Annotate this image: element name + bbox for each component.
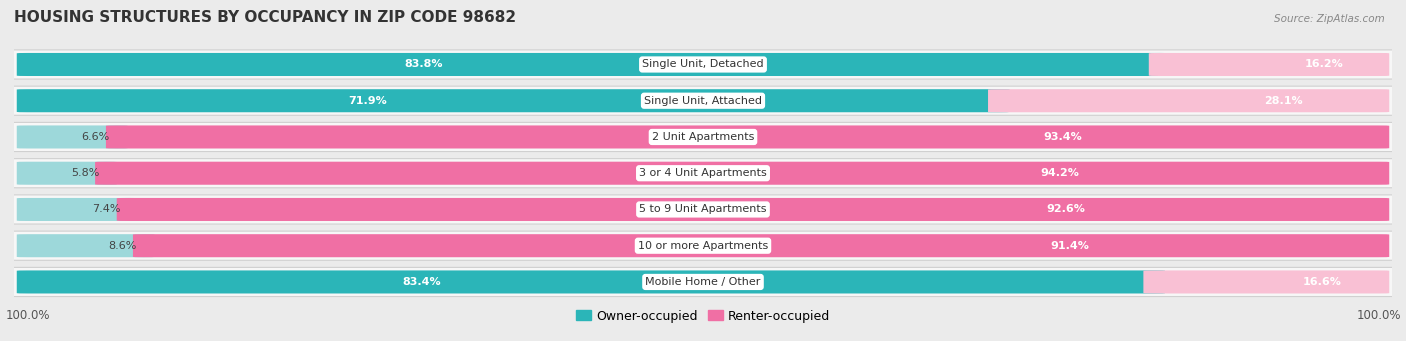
- Text: 83.8%: 83.8%: [405, 59, 443, 70]
- Text: Mobile Home / Other: Mobile Home / Other: [645, 277, 761, 287]
- FancyBboxPatch shape: [17, 270, 1166, 294]
- Text: Single Unit, Detached: Single Unit, Detached: [643, 59, 763, 70]
- Text: 2 Unit Apartments: 2 Unit Apartments: [652, 132, 754, 142]
- FancyBboxPatch shape: [105, 125, 1389, 148]
- FancyBboxPatch shape: [0, 195, 1406, 224]
- Text: 93.4%: 93.4%: [1043, 132, 1083, 142]
- Text: 16.2%: 16.2%: [1305, 59, 1343, 70]
- FancyBboxPatch shape: [17, 198, 138, 221]
- FancyBboxPatch shape: [134, 234, 1389, 257]
- Text: 94.2%: 94.2%: [1040, 168, 1080, 178]
- Text: 92.6%: 92.6%: [1046, 205, 1085, 214]
- Text: 5.8%: 5.8%: [70, 168, 100, 178]
- Text: HOUSING STRUCTURES BY OCCUPANCY IN ZIP CODE 98682: HOUSING STRUCTURES BY OCCUPANCY IN ZIP C…: [14, 10, 516, 25]
- Legend: Owner-occupied, Renter-occupied: Owner-occupied, Renter-occupied: [571, 305, 835, 327]
- Text: 6.6%: 6.6%: [82, 132, 110, 142]
- Text: 83.4%: 83.4%: [402, 277, 441, 287]
- FancyBboxPatch shape: [17, 89, 1010, 112]
- Text: 10 or more Apartments: 10 or more Apartments: [638, 241, 768, 251]
- FancyBboxPatch shape: [1149, 53, 1389, 76]
- FancyBboxPatch shape: [17, 162, 117, 185]
- FancyBboxPatch shape: [0, 122, 1406, 151]
- FancyBboxPatch shape: [17, 125, 128, 148]
- FancyBboxPatch shape: [96, 162, 1389, 185]
- FancyBboxPatch shape: [0, 267, 1406, 297]
- FancyBboxPatch shape: [117, 198, 1389, 221]
- FancyBboxPatch shape: [1143, 270, 1389, 294]
- FancyBboxPatch shape: [17, 234, 155, 257]
- FancyBboxPatch shape: [0, 231, 1406, 260]
- FancyBboxPatch shape: [988, 89, 1389, 112]
- Text: 5 to 9 Unit Apartments: 5 to 9 Unit Apartments: [640, 205, 766, 214]
- FancyBboxPatch shape: [0, 86, 1406, 115]
- Text: 8.6%: 8.6%: [108, 241, 136, 251]
- FancyBboxPatch shape: [0, 50, 1406, 79]
- FancyBboxPatch shape: [0, 159, 1406, 188]
- Text: Single Unit, Attached: Single Unit, Attached: [644, 96, 762, 106]
- Text: 16.6%: 16.6%: [1303, 277, 1341, 287]
- Text: 91.4%: 91.4%: [1050, 241, 1090, 251]
- Text: 28.1%: 28.1%: [1264, 96, 1303, 106]
- Text: 3 or 4 Unit Apartments: 3 or 4 Unit Apartments: [640, 168, 766, 178]
- Text: 7.4%: 7.4%: [93, 205, 121, 214]
- Text: Source: ZipAtlas.com: Source: ZipAtlas.com: [1274, 14, 1385, 24]
- Text: 71.9%: 71.9%: [349, 96, 387, 106]
- FancyBboxPatch shape: [17, 53, 1170, 76]
